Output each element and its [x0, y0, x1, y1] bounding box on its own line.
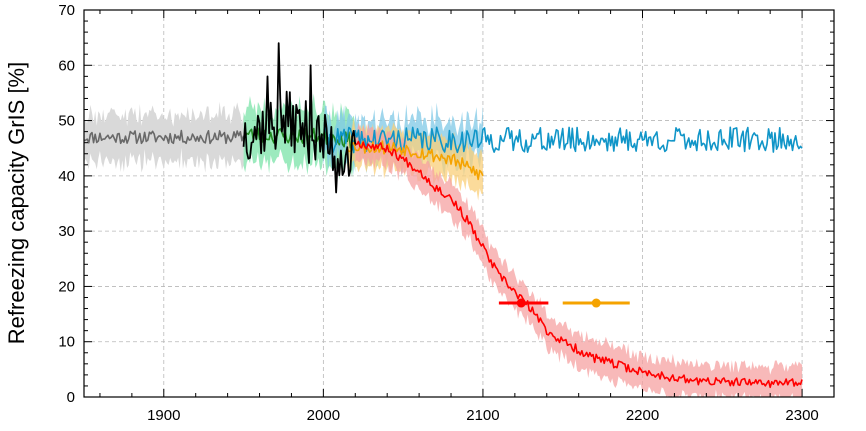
y-tick-label: 60	[58, 57, 75, 74]
y-tick-label: 10	[58, 334, 75, 351]
x-tick-label: 2200	[626, 407, 659, 424]
uncertainty-bands	[84, 93, 803, 397]
y-tick-label: 50	[58, 113, 75, 130]
band-reanalysis	[84, 101, 244, 173]
series-line-scenario-high	[355, 140, 803, 389]
x-tick-labels: 1900 2000 2100 2200 2300	[147, 407, 819, 424]
x-tick-label: 2000	[307, 407, 340, 424]
marker-point-scenario-high	[516, 298, 526, 308]
y-tick-labels: 0 10 20 30 40 50 60 70	[58, 2, 75, 406]
marker-point-scenario-mid	[591, 298, 601, 308]
y-tick-label: 20	[58, 278, 75, 295]
y-tick-label: 0	[67, 389, 75, 406]
plot-frame	[83, 9, 835, 398]
series-line-control	[322, 126, 803, 154]
y-tick-label: 30	[58, 223, 75, 240]
x-tick-label: 1900	[147, 407, 180, 424]
axis-ticks	[84, 9, 834, 398]
x-tick-label: 2100	[466, 407, 499, 424]
series-line-reanalysis	[84, 129, 245, 145]
y-tick-label: 40	[58, 168, 75, 185]
series-line-observed	[242, 42, 357, 194]
y-axis-title: Refreezing capacity GrIS [%]	[4, 62, 29, 344]
y-tick-label: 70	[58, 2, 75, 19]
x-tick-label: 2300	[785, 407, 818, 424]
threshold-markers	[498, 298, 630, 308]
series-line-scenario-mid	[346, 140, 484, 181]
series-lines	[84, 42, 803, 389]
